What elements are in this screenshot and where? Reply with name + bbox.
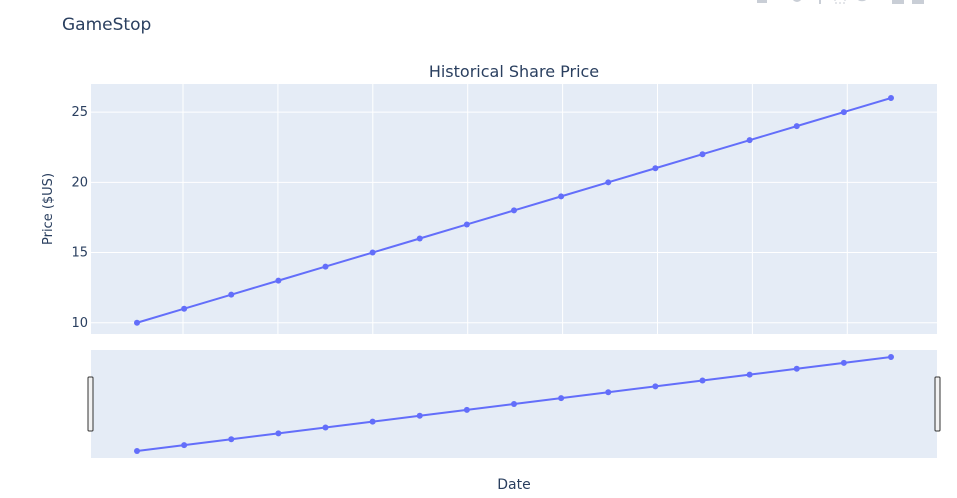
y-tick-label: 15 xyxy=(71,246,88,261)
slider-point xyxy=(605,389,612,396)
slider-point xyxy=(181,442,188,449)
price-point[interactable] xyxy=(746,137,753,144)
price-point[interactable] xyxy=(134,319,140,326)
price-point[interactable] xyxy=(181,305,188,312)
zoom-in-icon[interactable] xyxy=(892,0,904,4)
price-point[interactable] xyxy=(275,277,282,284)
price-point[interactable] xyxy=(511,207,517,214)
zoom-out-icon[interactable] xyxy=(912,0,924,4)
price-point[interactable] xyxy=(322,263,329,270)
price-point[interactable] xyxy=(793,123,800,130)
modebar xyxy=(752,0,957,6)
slider-point xyxy=(134,448,140,454)
slider-point xyxy=(888,354,894,360)
slider-handle-right[interactable] xyxy=(934,376,941,432)
price-point[interactable] xyxy=(369,249,376,256)
slider-point xyxy=(840,359,847,366)
price-point[interactable] xyxy=(558,193,565,200)
slider-point xyxy=(463,406,470,413)
slider-point xyxy=(416,412,423,419)
slider-point xyxy=(511,401,517,407)
y-axis-label: Price ($US) xyxy=(41,173,56,245)
slider-point xyxy=(652,383,659,390)
price-point[interactable] xyxy=(699,151,706,158)
price-point[interactable] xyxy=(228,291,235,298)
price-point[interactable] xyxy=(652,165,659,172)
zoom-icon[interactable] xyxy=(792,0,804,4)
slider-point xyxy=(699,377,706,384)
slider-point xyxy=(746,371,753,378)
price-point[interactable] xyxy=(416,235,423,242)
slider-point xyxy=(322,424,329,431)
y-tick-label: 10 xyxy=(71,316,88,331)
slider-point xyxy=(793,365,800,372)
y-tick-label: 25 xyxy=(71,105,88,120)
slider-point xyxy=(228,436,235,443)
chart-title: Historical Share Price xyxy=(429,62,599,81)
price-point[interactable] xyxy=(605,179,612,186)
pan-icon[interactable] xyxy=(814,0,826,4)
price-point[interactable] xyxy=(463,221,470,228)
lasso-icon[interactable] xyxy=(856,0,868,4)
box-select-icon[interactable] xyxy=(834,0,846,4)
slider-point xyxy=(275,430,282,437)
y-tick-label: 20 xyxy=(71,175,88,190)
slider-point xyxy=(558,395,565,402)
page-title: GameStop xyxy=(62,15,152,35)
slider-point xyxy=(369,418,376,425)
slider-handle-left[interactable] xyxy=(87,376,94,432)
camera-icon[interactable] xyxy=(756,0,768,4)
x-axis-label: Date xyxy=(497,477,530,493)
price-point[interactable] xyxy=(888,95,894,102)
price-point[interactable] xyxy=(840,109,847,116)
